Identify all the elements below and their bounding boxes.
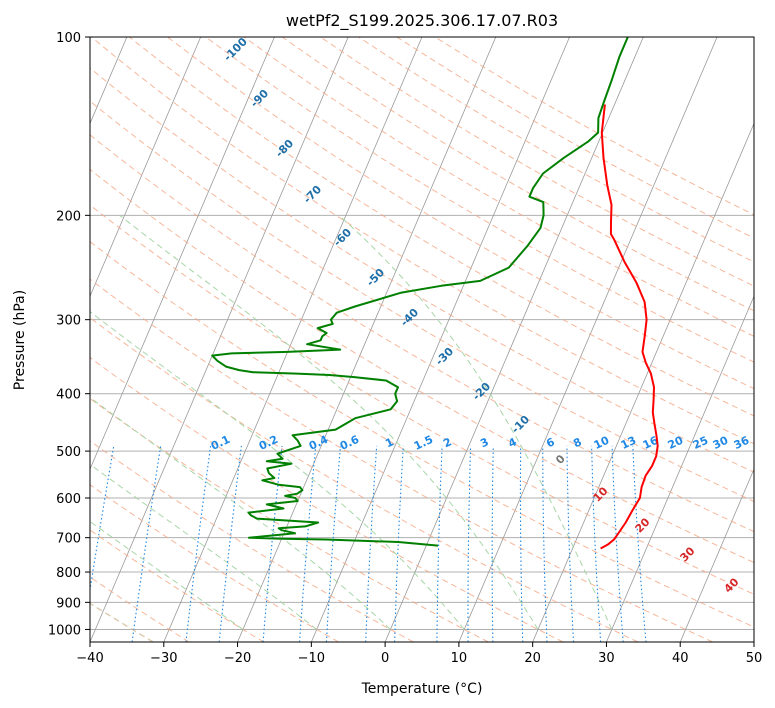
mixing-ratio-label: 36 (732, 434, 752, 452)
dry-adiabat-line (90, 529, 265, 642)
x-tick-label: 20 (524, 651, 541, 666)
isotherm-line (679, 468, 754, 642)
moist-adiabat-line (90, 396, 391, 630)
mixing-ratio-line (365, 445, 378, 642)
mixing-ratio-line (262, 445, 283, 642)
mixing-ratio-line (185, 445, 212, 642)
mixing-ratio-label: 16 (641, 434, 661, 452)
mixing-ratio-line (519, 445, 524, 642)
y-tick-label: 400 (56, 388, 81, 403)
isotherm-line (90, 37, 349, 642)
isotherm-line (163, 37, 423, 642)
background-lines (90, 37, 754, 642)
dry-adiabat-line (90, 168, 754, 564)
mixing-ratio-label: 25 (691, 434, 710, 452)
x-tick-label: 10 (451, 651, 468, 666)
dry-adiabat-line (129, 37, 754, 417)
moist-adiabat-line (90, 520, 244, 630)
x-axis-label: Temperature (°C) (361, 681, 483, 697)
x-axis: −40 −30 −20 −10 0 10 20 30 40 50 (76, 642, 762, 666)
dry-adiabat-line (90, 100, 754, 503)
dry-adiabat-line (90, 356, 564, 642)
mixing-ratio-line (491, 445, 494, 642)
mixing-ratio-line (611, 445, 624, 642)
mixing-ratio-label: 20 (666, 434, 686, 452)
y-tick-label: 900 (56, 596, 81, 611)
y-axis: 100 200 300 400 500 600 700 800 900 1000 (48, 31, 90, 638)
y-tick-label: 100 (56, 31, 81, 46)
isotherm-line (458, 37, 718, 642)
mixing-ratio-line (566, 445, 575, 642)
mixing-ratio-line (591, 445, 602, 642)
dewpoint-line (211, 37, 629, 547)
x-tick-label: −40 (76, 651, 103, 666)
y-tick-label: 600 (56, 492, 81, 507)
dry-adiabat-line (90, 134, 754, 533)
y-axis-label: Pressure (hPa) (12, 290, 28, 390)
dry-adiabat-line (90, 204, 754, 595)
moist-adiabat-line (119, 214, 539, 630)
y-tick-label: 300 (56, 314, 81, 329)
dry-adiabat-line (205, 37, 754, 363)
x-tick-label: 0 (381, 651, 389, 666)
y-tick-label: 800 (56, 566, 81, 581)
dry-adiabat-line (90, 37, 754, 445)
profile-lines (211, 37, 659, 550)
mixing-ratio-line (90, 445, 115, 594)
dry-adiabat-line (90, 484, 339, 642)
dry-adiabat-line (243, 37, 754, 337)
isotherm-line (753, 640, 754, 642)
mixing-ratio-line (131, 445, 162, 642)
y-tick-label: 200 (56, 209, 81, 224)
mixing-ratio-line (542, 445, 548, 642)
x-tick-label: 50 (746, 651, 763, 666)
mixing-ratio-line (467, 445, 472, 642)
plot-frame (89, 36, 755, 643)
mixing-ratio-label: 10 (592, 434, 612, 452)
mixing-ratio-line (299, 445, 317, 642)
mixing-ratio-line (325, 445, 342, 642)
isotherm-line (90, 37, 275, 471)
y-tick-label: 1000 (48, 623, 81, 638)
chart-title: wetPf2_S199.2025.306.17.07.R03 (286, 11, 558, 31)
x-tick-label: −20 (224, 651, 251, 666)
moist-adiabat-line (90, 463, 317, 630)
dry-adiabat-line (90, 67, 754, 473)
x-tick-label: 30 (598, 651, 615, 666)
y-tick-label: 500 (56, 445, 81, 460)
mixing-ratio-line (394, 445, 404, 642)
mixing-ratio-line (218, 445, 242, 642)
temperature-line (600, 104, 659, 550)
y-tick-label: 700 (56, 532, 81, 547)
isotherm-line (90, 37, 202, 298)
mixing-ratio-line (632, 445, 647, 642)
dry-adiabat-line (90, 241, 754, 628)
isotherm-line (532, 122, 754, 642)
dry-adiabat-line (90, 397, 489, 642)
dry-adiabat-line (90, 440, 414, 642)
x-tick-label: −30 (150, 651, 177, 666)
x-tick-label: 40 (672, 651, 689, 666)
isotherm-line (237, 37, 497, 642)
x-tick-label: −10 (298, 651, 325, 666)
isotherm-line (384, 37, 644, 642)
mixing-ratio-label: 13 (619, 434, 638, 452)
moist-adiabat-line (90, 310, 465, 630)
mixing-ratio-label: 30 (711, 434, 731, 452)
mixing-ratio-line (436, 445, 443, 642)
dry-adiabat-line (90, 278, 713, 642)
dry-adiabat-line (90, 317, 639, 642)
moist-adiabat-line (338, 214, 613, 630)
isotherm-line (606, 295, 754, 642)
